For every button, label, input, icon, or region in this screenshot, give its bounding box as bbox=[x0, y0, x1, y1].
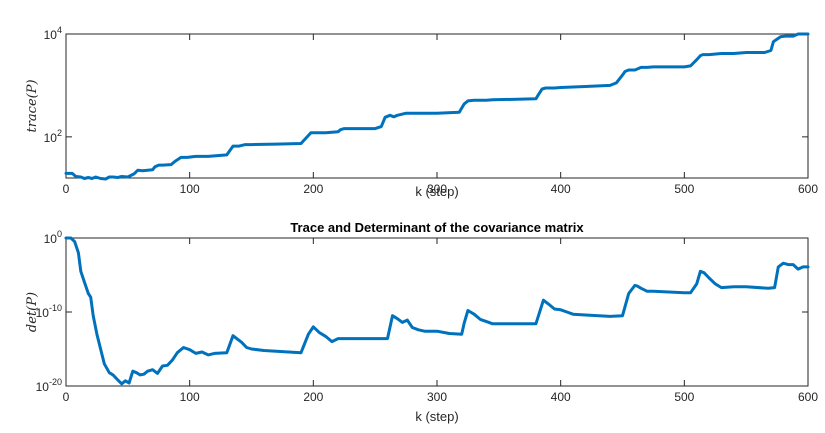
trace-x-tick-label: 200 bbox=[303, 182, 323, 196]
trace-x-axis-label: k (step) bbox=[415, 184, 458, 199]
det-y-axis-label: det(P) bbox=[25, 292, 40, 332]
trace-y-tick-label: 104 bbox=[44, 25, 62, 42]
trace-axes: 0 100 200 300 400 500 600 102 104 k (step) trace… bbox=[25, 25, 818, 199]
det-x-tick-label: 500 bbox=[674, 390, 694, 404]
det-plot-frame bbox=[65, 237, 809, 387]
chart-title: Trace and Determinant of the covariance … bbox=[290, 220, 584, 235]
det-x-tick-label: 100 bbox=[180, 390, 200, 404]
det-axes: Trace and Determinant of the covariance … bbox=[25, 220, 818, 424]
trace-plot-frame bbox=[65, 33, 809, 179]
trace-x-tick-label: 100 bbox=[180, 182, 200, 196]
det-y-tick-label: 10-10 bbox=[36, 303, 62, 320]
trace-x-tick-label: 500 bbox=[674, 182, 694, 196]
det-ticks: 0 100 200 300 400 500 600 100 10-10 10-20 bbox=[36, 229, 819, 404]
trace-x-tick-label: 300 bbox=[427, 182, 447, 196]
trace-x-tick-label: 0 bbox=[63, 182, 70, 196]
det-x-tick-label: 0 bbox=[63, 390, 70, 404]
det-x-tick-label: 200 bbox=[303, 390, 323, 404]
trace-y-tick-label: 102 bbox=[44, 128, 62, 145]
trace-x-tick-label: 600 bbox=[798, 182, 818, 196]
det-y-tick-label: 100 bbox=[44, 229, 62, 246]
det-x-tick-label: 400 bbox=[551, 390, 571, 404]
trace-y-axis-label: trace(P) bbox=[25, 79, 40, 132]
trace-series-line bbox=[64, 32, 810, 181]
det-x-tick-label: 600 bbox=[798, 390, 818, 404]
det-x-tick-label: 300 bbox=[427, 390, 447, 404]
trace-x-tick-label: 400 bbox=[551, 182, 571, 196]
det-y-tick-label: 10-20 bbox=[36, 377, 62, 394]
det-x-axis-label: k (step) bbox=[415, 409, 458, 424]
det-series-line bbox=[64, 236, 810, 386]
trace-ticks: 0 100 200 300 400 500 600 102 104 bbox=[44, 25, 819, 196]
